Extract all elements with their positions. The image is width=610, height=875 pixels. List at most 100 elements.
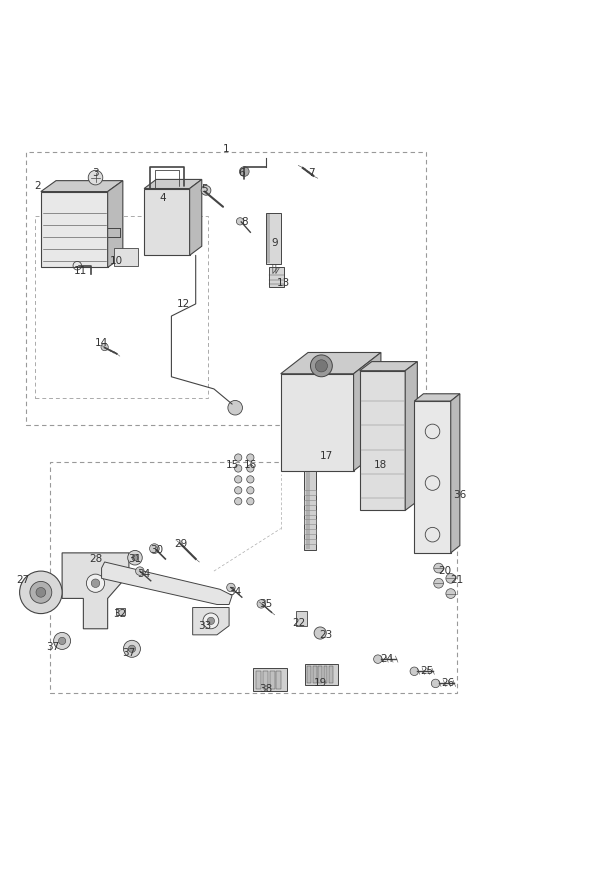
Text: 21: 21	[450, 575, 464, 585]
Text: 28: 28	[89, 554, 102, 564]
Bar	[306, 473, 310, 549]
Bar	[267, 214, 270, 263]
Circle shape	[373, 654, 382, 663]
Circle shape	[54, 633, 71, 649]
Text: 32: 32	[113, 609, 126, 619]
Text: 36: 36	[453, 490, 467, 500]
Text: 6: 6	[238, 168, 245, 178]
Circle shape	[135, 567, 144, 576]
Bar	[305, 664, 339, 685]
Text: 22: 22	[292, 618, 306, 627]
Text: 24: 24	[381, 654, 393, 664]
Text: 26: 26	[441, 678, 454, 689]
Circle shape	[246, 454, 254, 461]
Polygon shape	[62, 553, 129, 629]
Circle shape	[314, 627, 326, 639]
Text: 9: 9	[271, 238, 278, 248]
Circle shape	[434, 564, 443, 573]
Polygon shape	[360, 361, 417, 371]
Circle shape	[127, 550, 142, 565]
Bar	[304, 471, 316, 550]
Polygon shape	[360, 371, 405, 510]
Circle shape	[446, 573, 456, 584]
Circle shape	[207, 617, 215, 625]
Polygon shape	[144, 179, 202, 188]
Circle shape	[257, 599, 265, 608]
Polygon shape	[107, 180, 123, 268]
Circle shape	[235, 465, 242, 472]
Polygon shape	[190, 179, 202, 256]
Text: 23: 23	[320, 630, 333, 640]
Text: 14: 14	[95, 339, 108, 348]
Text: 17: 17	[320, 451, 333, 461]
Text: 37: 37	[46, 642, 60, 652]
Text: 25: 25	[420, 666, 433, 676]
Circle shape	[59, 637, 66, 645]
Text: 34: 34	[229, 587, 242, 598]
Circle shape	[431, 679, 440, 688]
Circle shape	[235, 454, 242, 461]
Circle shape	[88, 171, 103, 185]
Bar	[304, 539, 316, 543]
Circle shape	[36, 587, 46, 598]
Text: 35: 35	[259, 599, 272, 610]
Circle shape	[315, 360, 328, 372]
Circle shape	[237, 218, 243, 225]
Text: 13: 13	[277, 277, 290, 288]
Text: 4: 4	[159, 192, 166, 203]
Text: 18: 18	[375, 460, 387, 470]
Circle shape	[87, 574, 105, 592]
Circle shape	[123, 640, 140, 657]
Circle shape	[246, 487, 254, 494]
Bar	[304, 500, 316, 505]
Bar	[253, 668, 287, 691]
Polygon shape	[405, 361, 417, 510]
Circle shape	[203, 613, 219, 629]
Circle shape	[410, 667, 418, 676]
Bar	[113, 248, 138, 266]
Text: 34: 34	[137, 569, 151, 579]
Text: 3: 3	[92, 168, 99, 178]
Bar	[304, 520, 316, 524]
Polygon shape	[281, 374, 354, 471]
Text: 31: 31	[128, 554, 142, 564]
Circle shape	[201, 186, 211, 195]
Bar	[268, 268, 284, 287]
Bar	[307, 667, 311, 683]
Text: 2: 2	[35, 180, 41, 191]
Circle shape	[227, 584, 235, 592]
Text: 33: 33	[198, 620, 212, 631]
Circle shape	[128, 645, 135, 653]
Polygon shape	[102, 562, 232, 605]
Polygon shape	[414, 394, 460, 401]
Text: 29: 29	[174, 539, 187, 549]
Polygon shape	[41, 192, 107, 268]
Bar	[270, 670, 274, 689]
Circle shape	[434, 578, 443, 588]
Bar	[324, 667, 328, 683]
Circle shape	[239, 166, 249, 177]
Bar	[263, 670, 268, 689]
Text: 15: 15	[226, 460, 239, 470]
Text: 11: 11	[74, 265, 87, 276]
Bar	[304, 529, 316, 534]
Text: 37: 37	[122, 648, 135, 658]
Text: 7: 7	[308, 168, 314, 178]
Bar	[296, 611, 307, 626]
Circle shape	[132, 555, 138, 561]
Polygon shape	[41, 180, 123, 192]
Bar	[318, 667, 322, 683]
Text: 10: 10	[110, 256, 123, 266]
Bar	[304, 510, 316, 514]
Text: 30: 30	[149, 545, 163, 555]
Circle shape	[149, 543, 159, 554]
Circle shape	[446, 589, 456, 598]
Circle shape	[92, 579, 100, 587]
Text: 27: 27	[16, 575, 29, 585]
Circle shape	[101, 343, 108, 351]
Circle shape	[235, 487, 242, 494]
Circle shape	[228, 401, 242, 415]
Text: 1: 1	[223, 144, 229, 154]
Circle shape	[246, 465, 254, 472]
Polygon shape	[414, 401, 451, 553]
